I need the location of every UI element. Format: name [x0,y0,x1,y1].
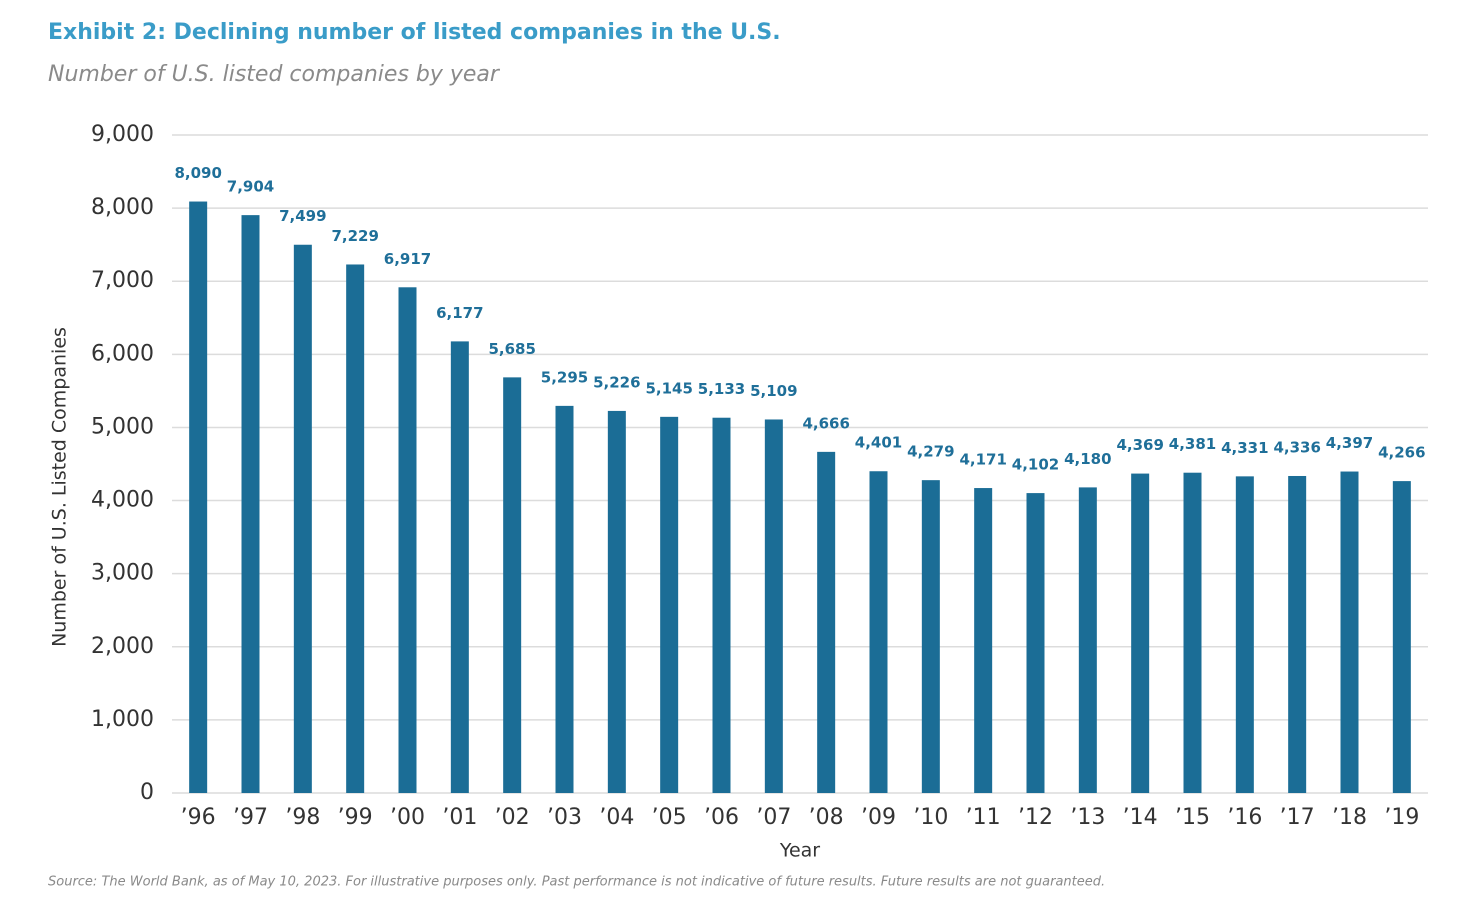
bar [1078,487,1097,793]
value-label: 4,397 [1326,434,1373,452]
bar [1183,472,1202,793]
y-tick-label: 9,000 [91,122,154,147]
bar [450,341,469,793]
value-label: 8,090 [174,164,221,182]
bar [817,451,836,793]
bar [764,419,783,793]
y-tick-label: 3,000 [91,561,154,586]
value-label: 4,171 [959,451,1006,469]
bar [503,377,522,793]
value-label: 4,279 [907,443,954,461]
source-note: Source: The World Bank, as of May 10, 20… [48,875,1105,890]
bar [712,417,731,793]
bar [607,410,626,793]
y-tick-label: 8,000 [91,195,154,220]
x-axis-label: Year [779,840,820,862]
bar [1392,481,1411,793]
chart-title: Exhibit 2: Declining number of listed co… [48,20,781,45]
bar [189,201,208,793]
x-tick-label: ’04 [599,805,634,830]
bar [1026,493,1045,793]
x-tick-label: ’05 [652,805,687,830]
x-tick-label: ’08 [809,805,844,830]
x-tick-label: ’18 [1332,805,1367,830]
x-tick-label: ’06 [704,805,739,830]
x-tick-label: ’07 [756,805,791,830]
y-tick-label: 4,000 [91,488,154,513]
bar [974,488,993,793]
x-tick-label: ’16 [1227,805,1262,830]
y-tick-label: 2,000 [91,634,154,659]
x-tick-label: ’12 [1018,805,1053,830]
y-tick-label: 1,000 [91,707,154,732]
y-tick-label: 0 [140,780,154,805]
bar [1340,471,1359,793]
x-tick-label: ’97 [233,805,268,830]
y-tick-label: 7,000 [91,268,154,293]
x-tick-label: ’15 [1175,805,1210,830]
x-tick-label: ’11 [966,805,1001,830]
value-label: 4,369 [1116,436,1163,454]
value-label: 4,266 [1378,444,1425,462]
bar [555,405,574,793]
value-label: 4,331 [1221,439,1268,457]
value-label: 5,145 [645,379,692,397]
value-label: 5,133 [698,380,745,398]
y-tick-label: 5,000 [91,414,154,439]
value-label: 4,666 [802,414,849,432]
bar [398,287,417,793]
bar [869,471,888,793]
x-tick-label: ’10 [913,805,948,830]
y-tick-label: 6,000 [91,341,154,366]
x-tick-label: ’03 [547,805,582,830]
bar [346,264,365,794]
x-tick-label: ’09 [861,805,896,830]
value-label: 5,109 [750,382,797,400]
value-label: 7,499 [279,207,326,225]
x-tick-label: ’13 [1070,805,1105,830]
value-label: 7,229 [331,227,378,245]
bar [921,480,940,793]
value-label: 5,685 [488,340,535,358]
x-tick-label: ’02 [495,805,530,830]
bar [293,244,312,794]
x-tick-label: ’98 [285,805,320,830]
bar [1288,475,1307,793]
value-label: 5,226 [593,373,640,391]
x-tick-label: ’96 [181,805,216,830]
y-axis-label: Number of U.S. Listed Companies [49,327,71,647]
value-label: 6,917 [384,250,431,268]
x-tick-label: ’17 [1280,805,1315,830]
value-label: 4,381 [1169,435,1216,453]
x-tick-label: ’14 [1123,805,1158,830]
value-label: 6,177 [436,304,483,322]
chart-subtitle: Number of U.S. listed companies by year [48,62,501,87]
x-tick-label: ’01 [442,805,477,830]
bar [241,215,260,794]
value-label: 4,180 [1064,450,1111,468]
x-tick-label: ’00 [390,805,425,830]
value-label: 4,401 [855,434,902,452]
value-label: 5,295 [541,368,588,386]
value-label: 4,336 [1273,438,1320,456]
value-label: 7,904 [227,178,274,196]
value-label: 4,102 [1012,456,1059,474]
x-tick-label: ’19 [1384,805,1419,830]
x-tick-label: ’99 [338,805,373,830]
bar [1235,476,1254,793]
bar [1131,473,1150,793]
bar [660,416,679,793]
